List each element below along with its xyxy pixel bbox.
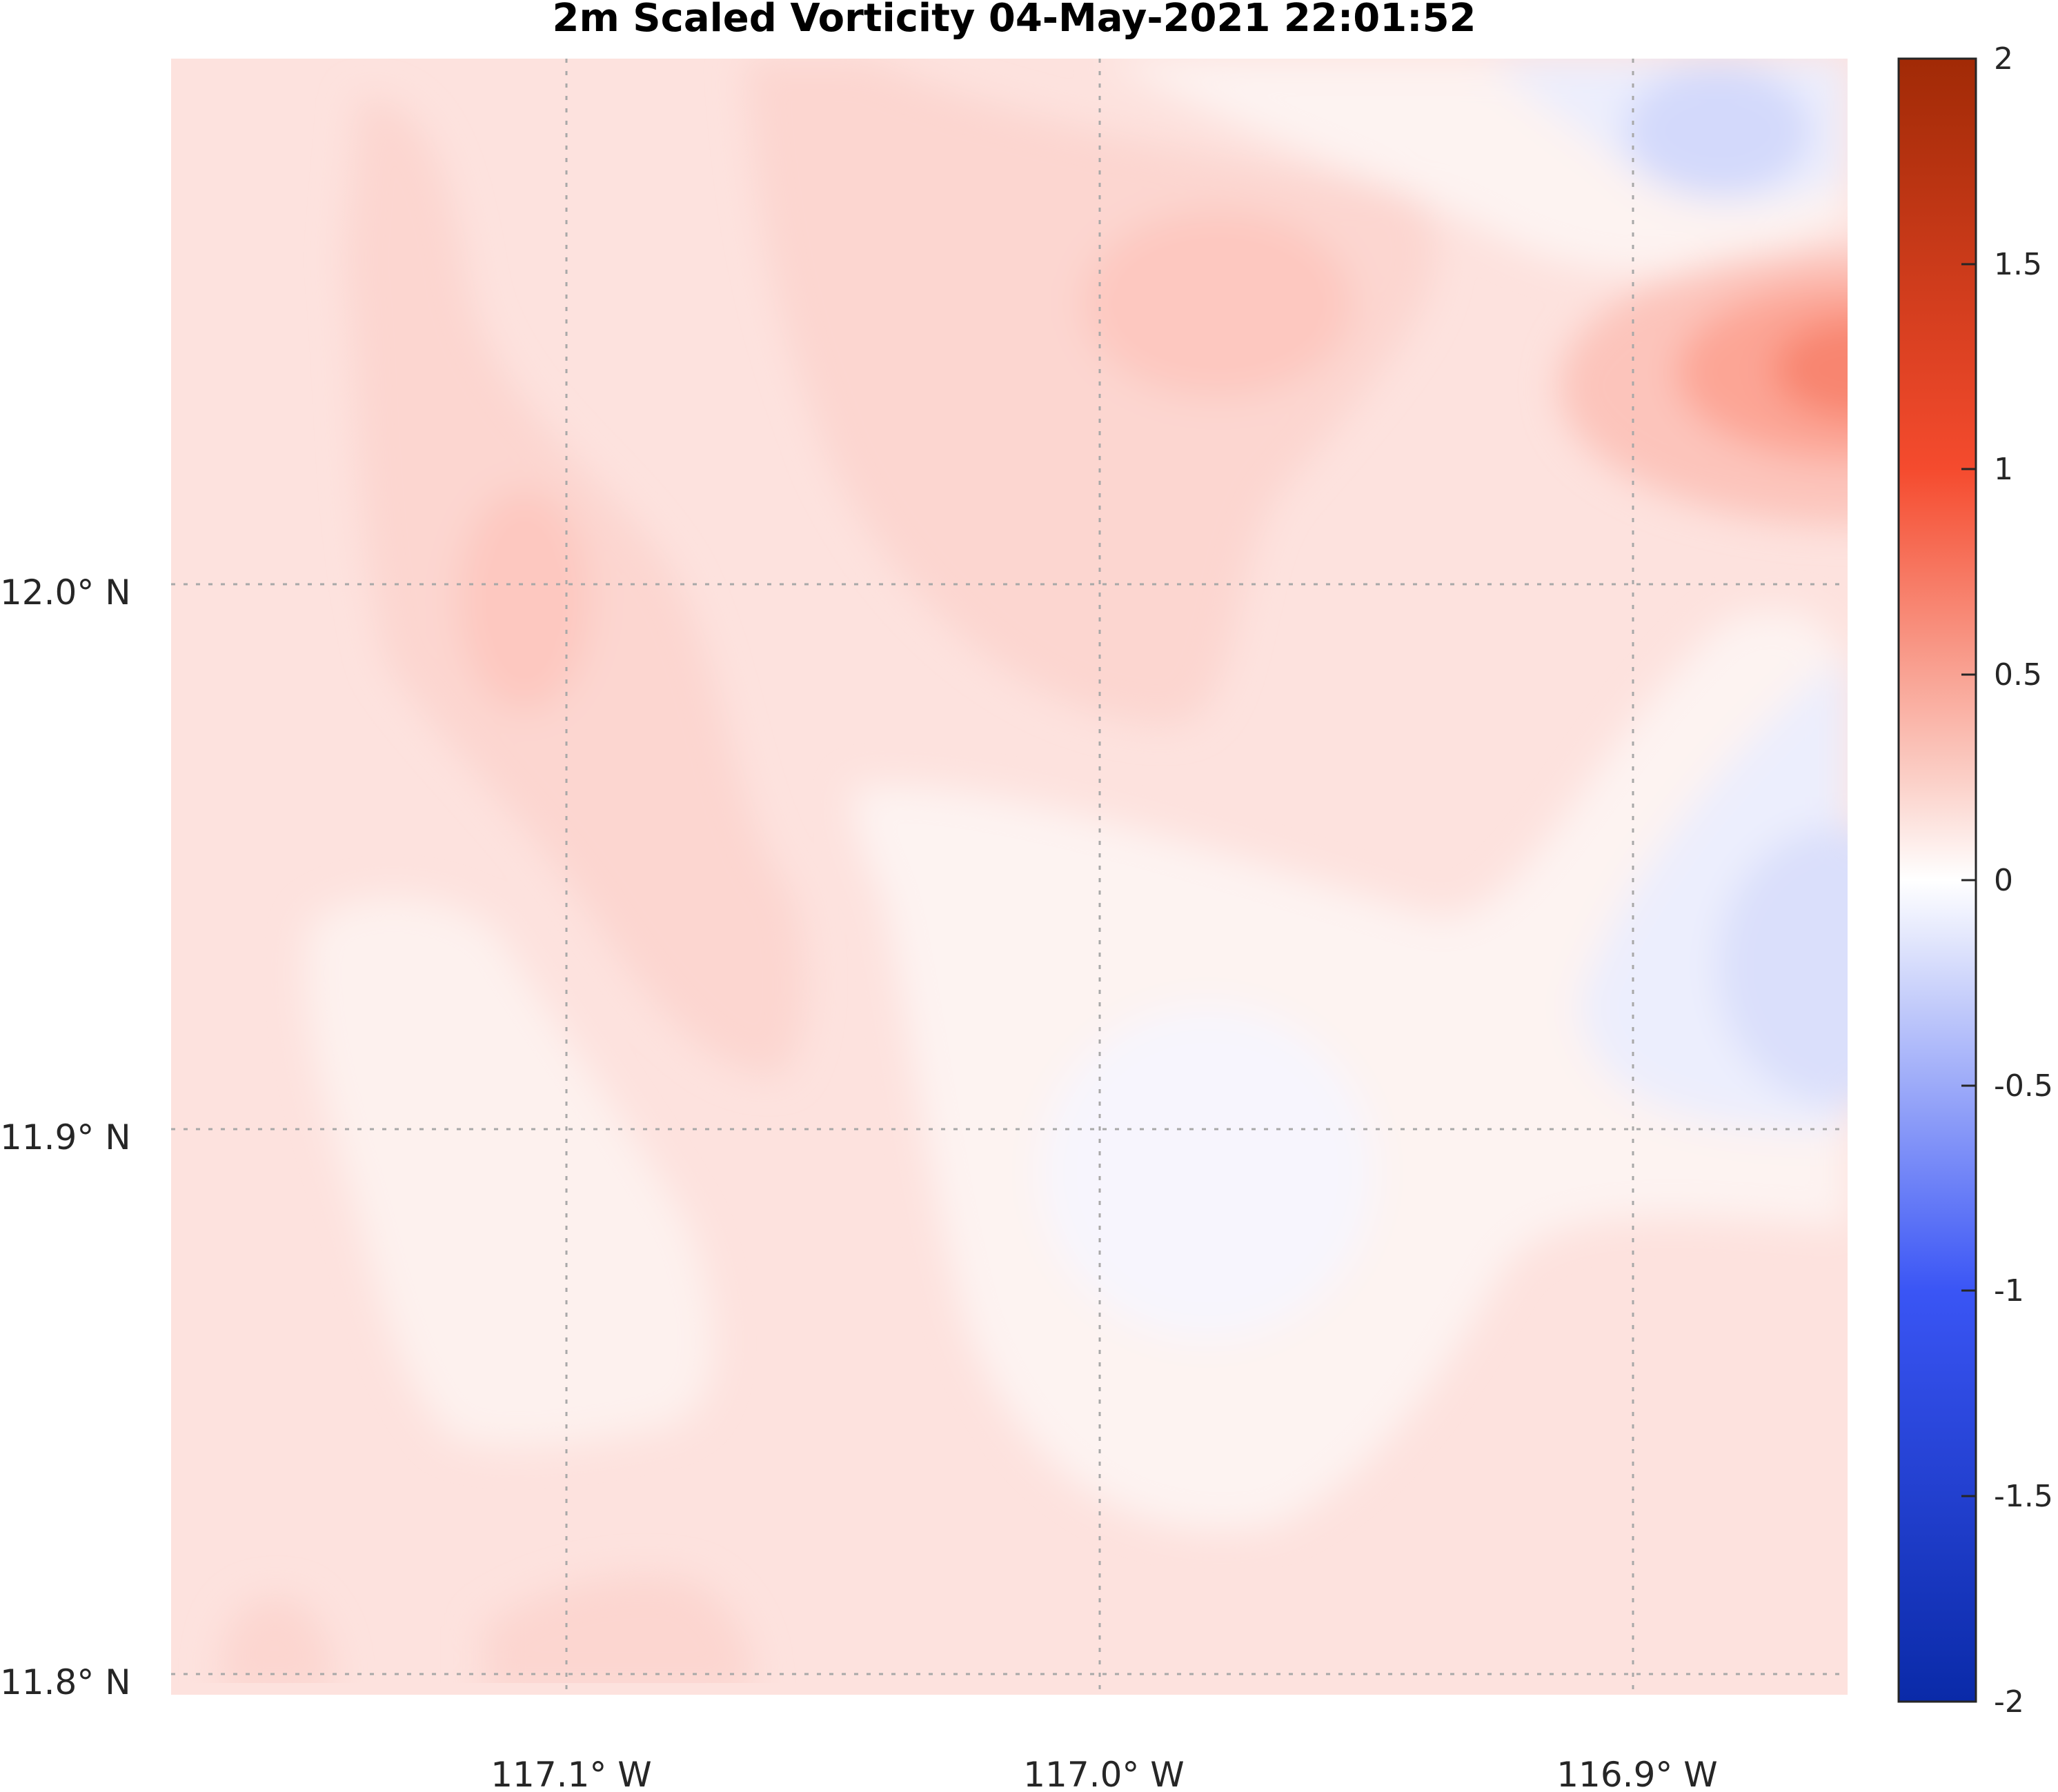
- colorbar-ticks: [1961, 57, 1976, 1703]
- chart-title: 2m Scaled Vorticity 04-May-2021 22:01:52: [552, 0, 1476, 41]
- colorbar-tick-label: -0.5: [1994, 1068, 2053, 1104]
- positive-core-inner: [1773, 318, 1848, 420]
- x-axis: 117.1° W 117.0° W 116.9° W: [491, 1755, 1717, 1792]
- positive-lobe-north: [1083, 210, 1352, 397]
- near-zero-center: [853, 610, 1848, 1531]
- colorbar-tick-label: 1: [1994, 452, 2013, 487]
- colorbar: 2 1.5 1 0.5 0 -0.5 -1 -1.5 -2: [1897, 41, 2053, 1720]
- positive-patch-south: [483, 1575, 754, 1695]
- colorbar-tick-label: -1.5: [1994, 1479, 2053, 1514]
- colorbar-tick-label: 0: [1994, 863, 2013, 898]
- colorbar-tick-label: 0.5: [1994, 657, 2042, 693]
- positive-ridge-west: [459, 490, 590, 710]
- negative-centre: [1042, 1007, 1373, 1338]
- colorbar-tick-label: 2: [1994, 41, 2013, 77]
- x-tick-label: 117.1° W: [491, 1755, 651, 1792]
- y-tick-label: 11.9° N: [0, 1117, 131, 1157]
- negative-min-northeast: [1625, 66, 1811, 197]
- y-tick-label: 11.8° N: [0, 1662, 131, 1702]
- x-tick-label: 117.0° W: [1023, 1755, 1184, 1792]
- colorbar-tick-label: -2: [1994, 1684, 2024, 1720]
- negative-min-east: [1718, 828, 1848, 1104]
- near-zero-west: [306, 896, 714, 1448]
- positive-core-mid: [1676, 283, 1848, 462]
- x-tick-label: 116.9° W: [1556, 1755, 1717, 1792]
- y-axis: 12.0° N 11.9° N 11.8° N: [0, 573, 131, 1702]
- colorbar-tick-label: 1.5: [1994, 247, 2042, 282]
- y-tick-label: 12.0° N: [0, 573, 131, 613]
- colorbar-tick-label: -1: [1994, 1273, 2024, 1308]
- field-bottom-edge: [171, 1683, 1848, 1695]
- positive-patch-southwest: [221, 1596, 334, 1695]
- vorticity-field: [171, 59, 1848, 1695]
